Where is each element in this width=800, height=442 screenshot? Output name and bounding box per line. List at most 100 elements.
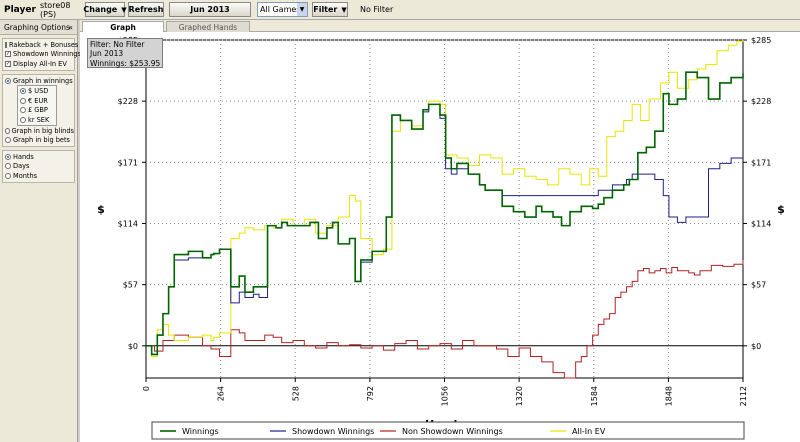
radio-icon[interactable] [5,172,11,179]
chevron-down-icon: ▼ [121,5,127,14]
y-axis-label-right: $ [777,203,785,216]
radio-selected-icon[interactable] [5,153,11,160]
info-winnings: Winnings: $253.95 [90,58,161,68]
change-button[interactable]: Change ▼ [83,2,127,17]
y-tick-label-right: $114 [751,219,771,228]
y-tick-label-left: $114 [118,219,138,228]
legend-label-non-showdown-winnings: Non Showdown Winnings [402,427,503,436]
radio-selected-icon[interactable] [5,77,11,84]
x-tick-label: 1848 [664,386,673,406]
radio-icon[interactable] [5,163,11,170]
series-line-winnings [146,71,744,356]
info-box: Filter: No Filter Jun 2013 Winnings: $25… [87,38,163,68]
player-label: Player [4,4,36,15]
x-tick-label: 1320 [515,386,524,406]
radio-selected-icon[interactable] [20,88,26,95]
games-select-value: All Games [260,5,301,14]
showdown-winnings-checkbox[interactable]: ✓ Showdown Winnings [3,50,81,60]
x-tick-label: 2112 [739,386,748,406]
collapse-icon[interactable]: « [68,22,73,32]
x-unit-hands-label: Hands [13,152,34,161]
checkbox-checked-icon[interactable]: ✓ [5,51,11,58]
rakeback-checkbox[interactable]: Rakeback + Bonuses [3,40,78,50]
rakeback-label: Rakeback + Bonuses [9,40,79,49]
x-unit-hands-radio[interactable]: Hands [3,152,74,162]
legend-box [151,421,745,440]
series-line-non-showdown-winnings [146,259,744,379]
graph-in-big-bets-radio[interactable]: Graph in big bets [3,135,74,145]
checkbox-checked-icon[interactable]: ✓ [5,60,11,67]
currency-eur-radio[interactable]: € EUR [18,96,56,106]
y-tick-label-right: $285 [751,36,771,45]
all-in-ev-label: Display All-In EV [13,59,67,68]
currency-group: $ USD € EUR £ GBP kr SEK [17,85,57,126]
graphing-options-panel: Graphing Options « Rakeback + Bonuses ✓ S… [0,20,81,442]
filter-button-label: Filter [313,5,338,14]
x-tick-label: 1584 [590,386,599,406]
x-tick-label: 264 [217,386,226,401]
date-button-label: Jun 2013 [190,5,230,14]
graph-area: Graph Graphed Hands 0 264 528 792 1056 1320 15… [80,20,800,442]
x-tick-label: 792 [366,386,375,401]
top-toolbar: Player store08 (PS) Change ▼ Refresh Jun… [0,0,800,20]
radio-icon[interactable] [5,127,10,134]
radio-icon[interactable] [20,107,26,114]
y-tick-label-left: $57 [123,281,138,290]
radio-icon[interactable] [20,116,26,123]
checkbox-group: Rakeback + Bonuses ✓ Showdown Winnings ✓ D… [2,38,81,71]
currency-sek-radio[interactable]: kr SEK [18,115,56,125]
filter-button[interactable]: Filter ▼ [312,2,348,17]
graph-in-winnings-label: Graph in winnings [13,76,73,85]
graph-in-winnings-radio[interactable]: Graph in winnings [3,76,74,86]
refresh-button[interactable]: Refresh [128,2,164,17]
y-tick-label-right: $171 [751,158,771,167]
change-button-label: Change [83,5,118,14]
tab-graphed-hands[interactable]: Graphed Hands [166,21,250,32]
currency-gbp-radio[interactable]: £ GBP [18,106,56,116]
info-filter: Filter: No Filter [90,40,145,49]
all-in-ev-checkbox[interactable]: ✓ Display All-In EV [3,59,74,69]
x-unit-months-label: Months [13,171,38,180]
showdown-winnings-label: Showdown Winnings [13,50,81,59]
refresh-button-label: Refresh [128,5,164,14]
chevron-down-icon: ▼ [341,5,347,14]
player-name: store08 (PS) [40,0,71,19]
winnings-chart: 0 264 528 792 1056 1320 1584 1848 2112 $0 $0 $57 $57… [97,36,785,440]
date-button[interactable]: Jun 2013 [169,2,251,17]
x-tick-label: 1056 [441,386,450,406]
graph-in-big-blinds-label: Graph in big blinds [11,126,74,135]
y-tick-label-right: $228 [751,97,771,106]
y-tick-label-right: $57 [751,281,766,290]
legend-label-winnings: Winnings [182,427,219,436]
y-tick-label-left: $228 [118,97,138,106]
graph-unit-group: Graph in winnings $ USD € EUR £ GBP kr S… [2,73,75,147]
legend-label-all-in-ev: All-In EV [572,427,606,436]
graph-in-big-blinds-radio[interactable]: Graph in big blinds [3,126,74,136]
tab-graph[interactable]: Graph [82,21,164,32]
y-tick-label-right: $0 [751,342,761,351]
y-tick-label-left: $0 [128,342,138,351]
x-unit-months-radio[interactable]: Months [3,171,74,181]
graphing-options-title: Graphing Options [4,22,70,32]
currency-eur-label: € EUR [28,96,48,105]
graph-tabs: Graph Graphed Hands [80,20,800,32]
info-date: Jun 2013 [90,49,124,59]
x-tick-label: 528 [291,386,300,401]
y-axis-label-left: $ [97,203,105,216]
checkbox-icon[interactable] [5,41,7,48]
graph-in-big-bets-label: Graph in big bets [13,136,70,145]
filter-status: No Filter [360,5,394,14]
radio-icon[interactable] [20,97,26,104]
graphing-options-header: Graphing Options « [0,20,77,35]
currency-gbp-label: £ GBP [28,106,48,115]
currency-usd-radio[interactable]: $ USD [18,86,56,96]
radio-icon[interactable] [5,137,11,144]
currency-usd-label: $ USD [28,87,49,96]
x-unit-group: Hands Days Months [2,149,75,183]
y-tick-label-left: $171 [118,158,138,167]
chevron-down-icon: ▼ [297,3,307,16]
x-unit-days-radio[interactable]: Days [3,162,74,172]
currency-sek-label: kr SEK [28,115,50,124]
games-select[interactable]: All Games ▼ [257,2,308,17]
legend-label-showdown-winnings: Showdown Winnings [292,427,374,436]
